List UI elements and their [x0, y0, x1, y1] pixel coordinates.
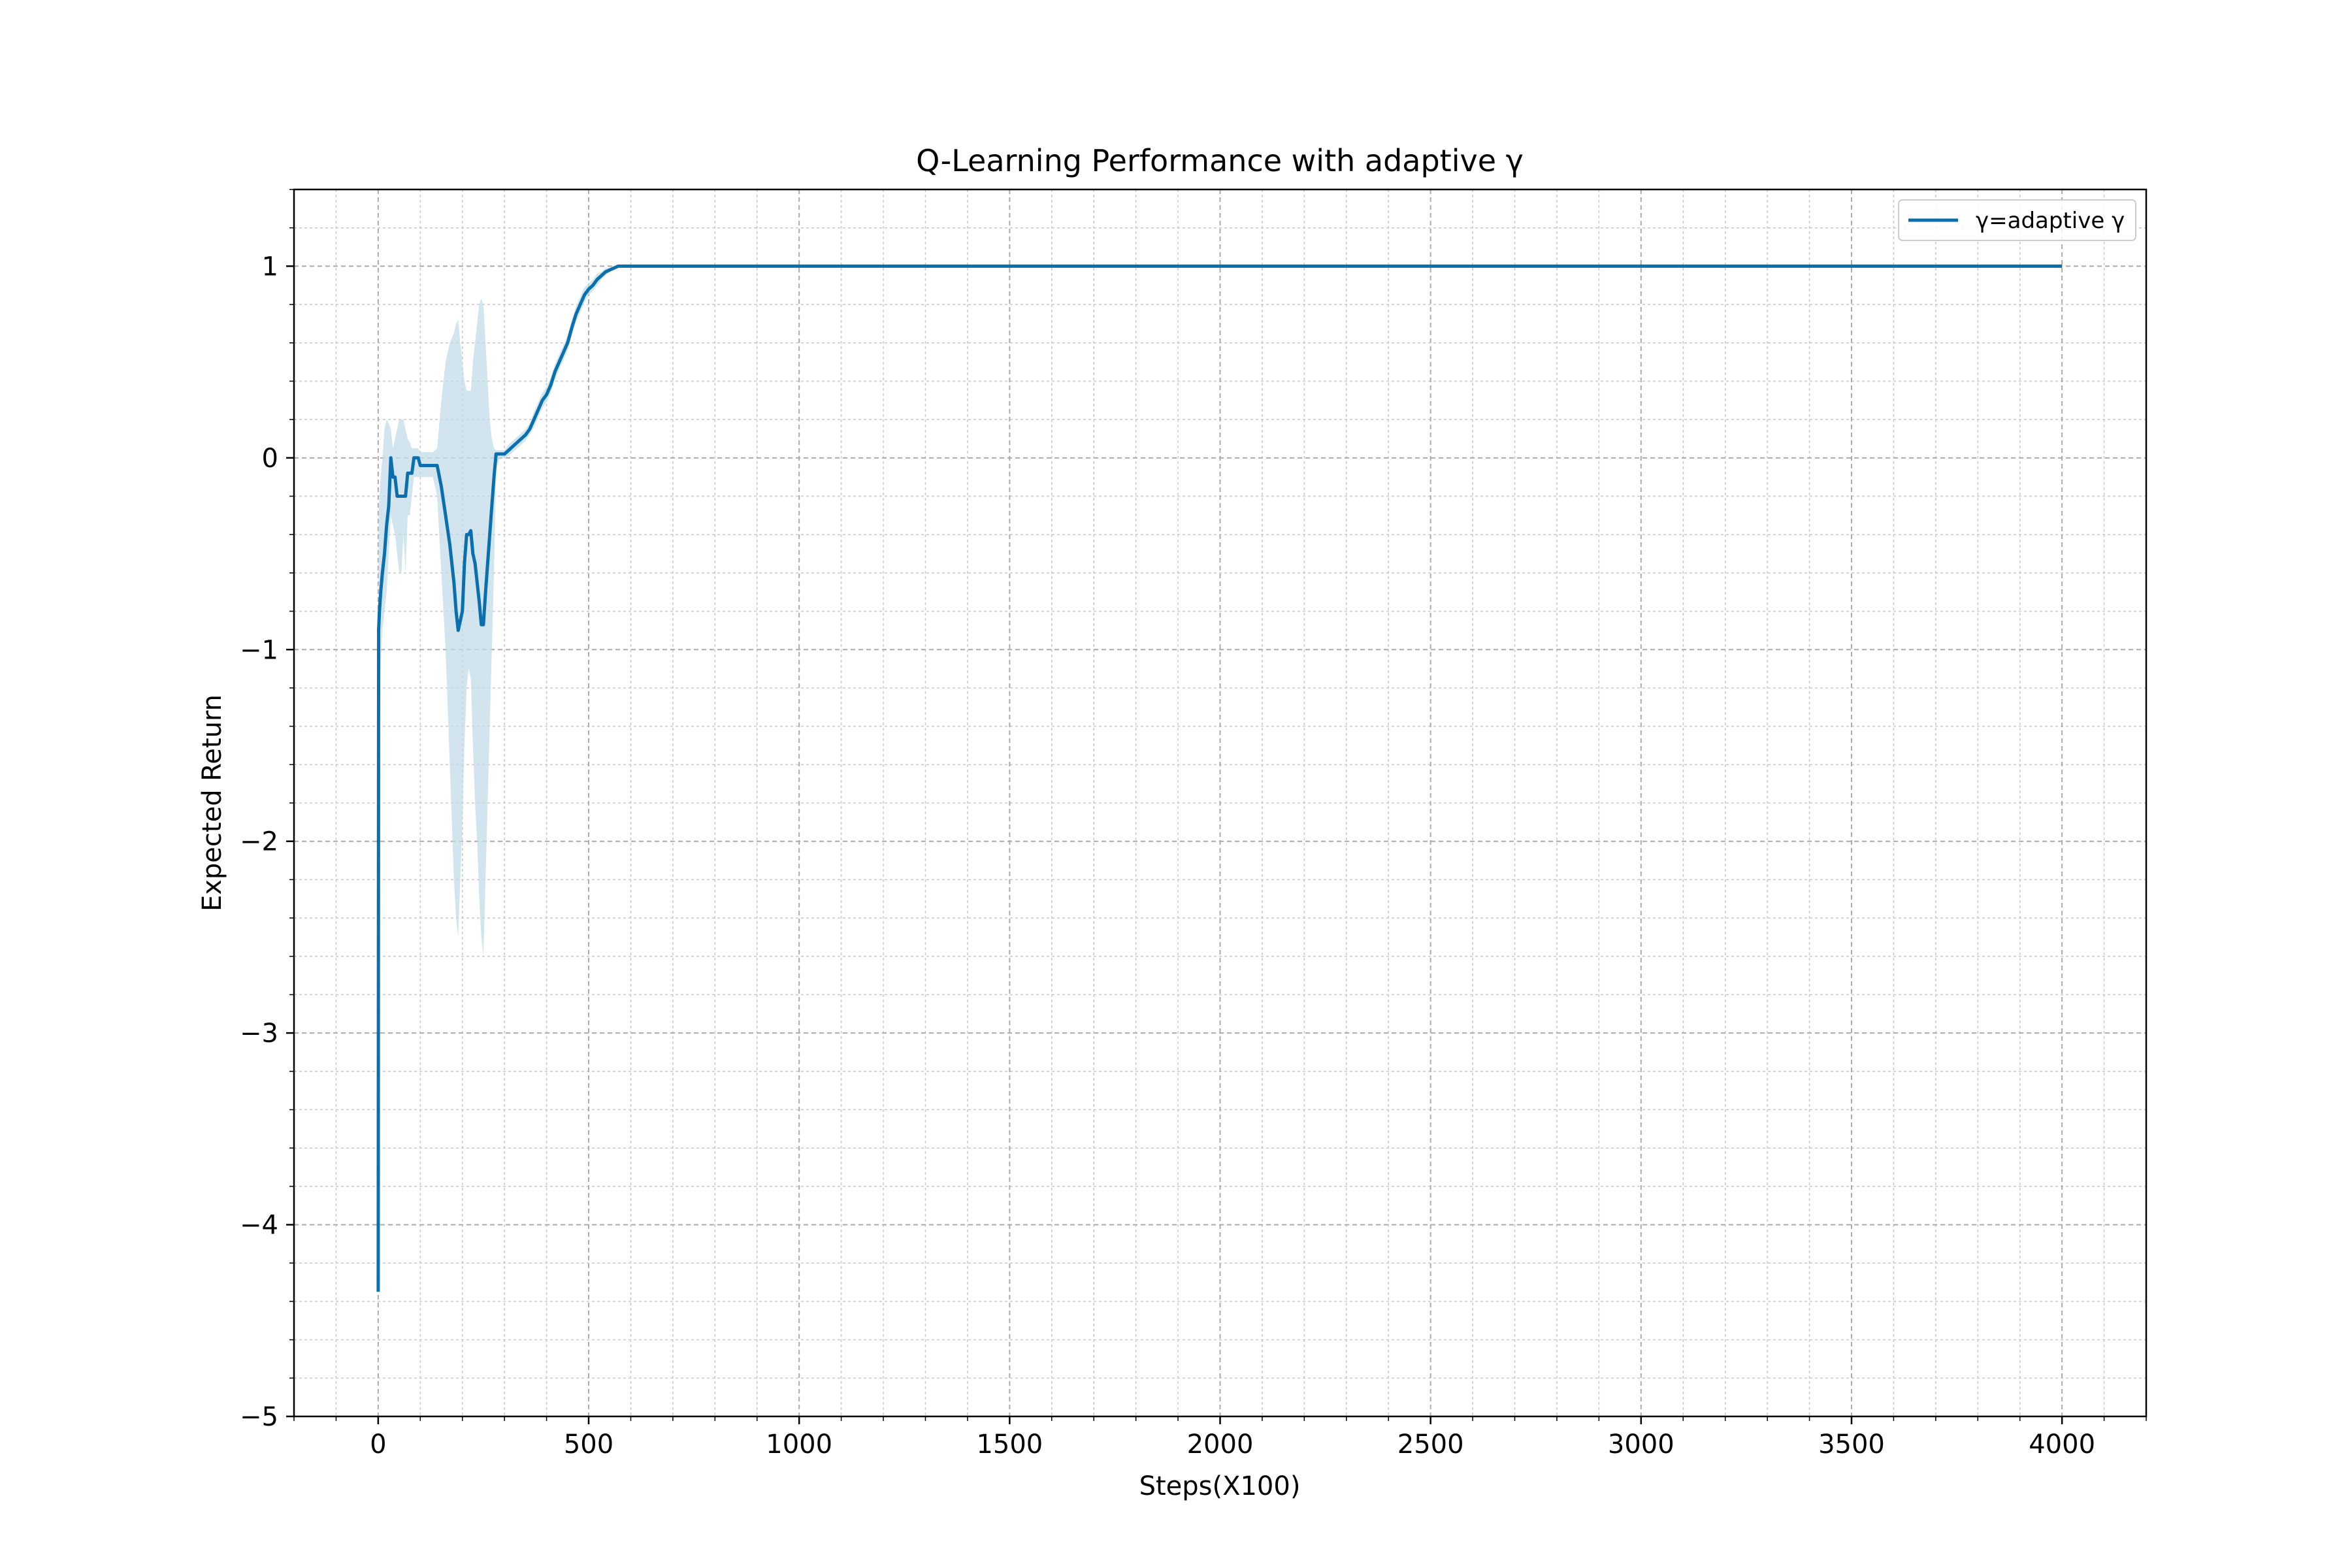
y-tick-label: −1 [240, 635, 278, 665]
y-tick-label: −2 [240, 827, 278, 857]
x-tick-label: 500 [564, 1429, 613, 1460]
y-tick-label: −5 [240, 1402, 278, 1432]
x-tick-label: 4000 [2029, 1429, 2095, 1460]
x-tick-label: 1500 [976, 1429, 1043, 1460]
x-tick-label: 3500 [1818, 1429, 1885, 1460]
x-tick-label: 2500 [1397, 1429, 1464, 1460]
y-tick-label: −4 [240, 1211, 278, 1241]
x-axis-label: Steps(X100) [1139, 1471, 1301, 1501]
y-tick-label: 1 [262, 252, 278, 282]
axis-ticks [286, 189, 2147, 1424]
y-axis-label: Expected Return [197, 694, 227, 911]
y-tick-label: 0 [262, 444, 278, 474]
legend-box [1898, 199, 2136, 241]
y-tick-label: −3 [240, 1019, 278, 1049]
chart-title: Q-Learning Performance with adaptive γ [916, 143, 1524, 178]
x-tick-label: 1000 [766, 1429, 832, 1460]
series-line [376, 264, 2063, 1292]
x-tick-label: 2000 [1187, 1429, 1254, 1460]
x-tick-label: 3000 [1608, 1429, 1674, 1460]
series-layer [376, 264, 2063, 1292]
legend-label: γ=adaptive γ [1976, 208, 2125, 234]
legend: γ=adaptive γ [1898, 199, 2136, 241]
x-tick-label: 0 [370, 1429, 386, 1460]
axis-tick-labels: 0 500 1000 1500 2000 2500 3000 3500 4000 1 0 −1 −2 −3… [240, 252, 2095, 1460]
